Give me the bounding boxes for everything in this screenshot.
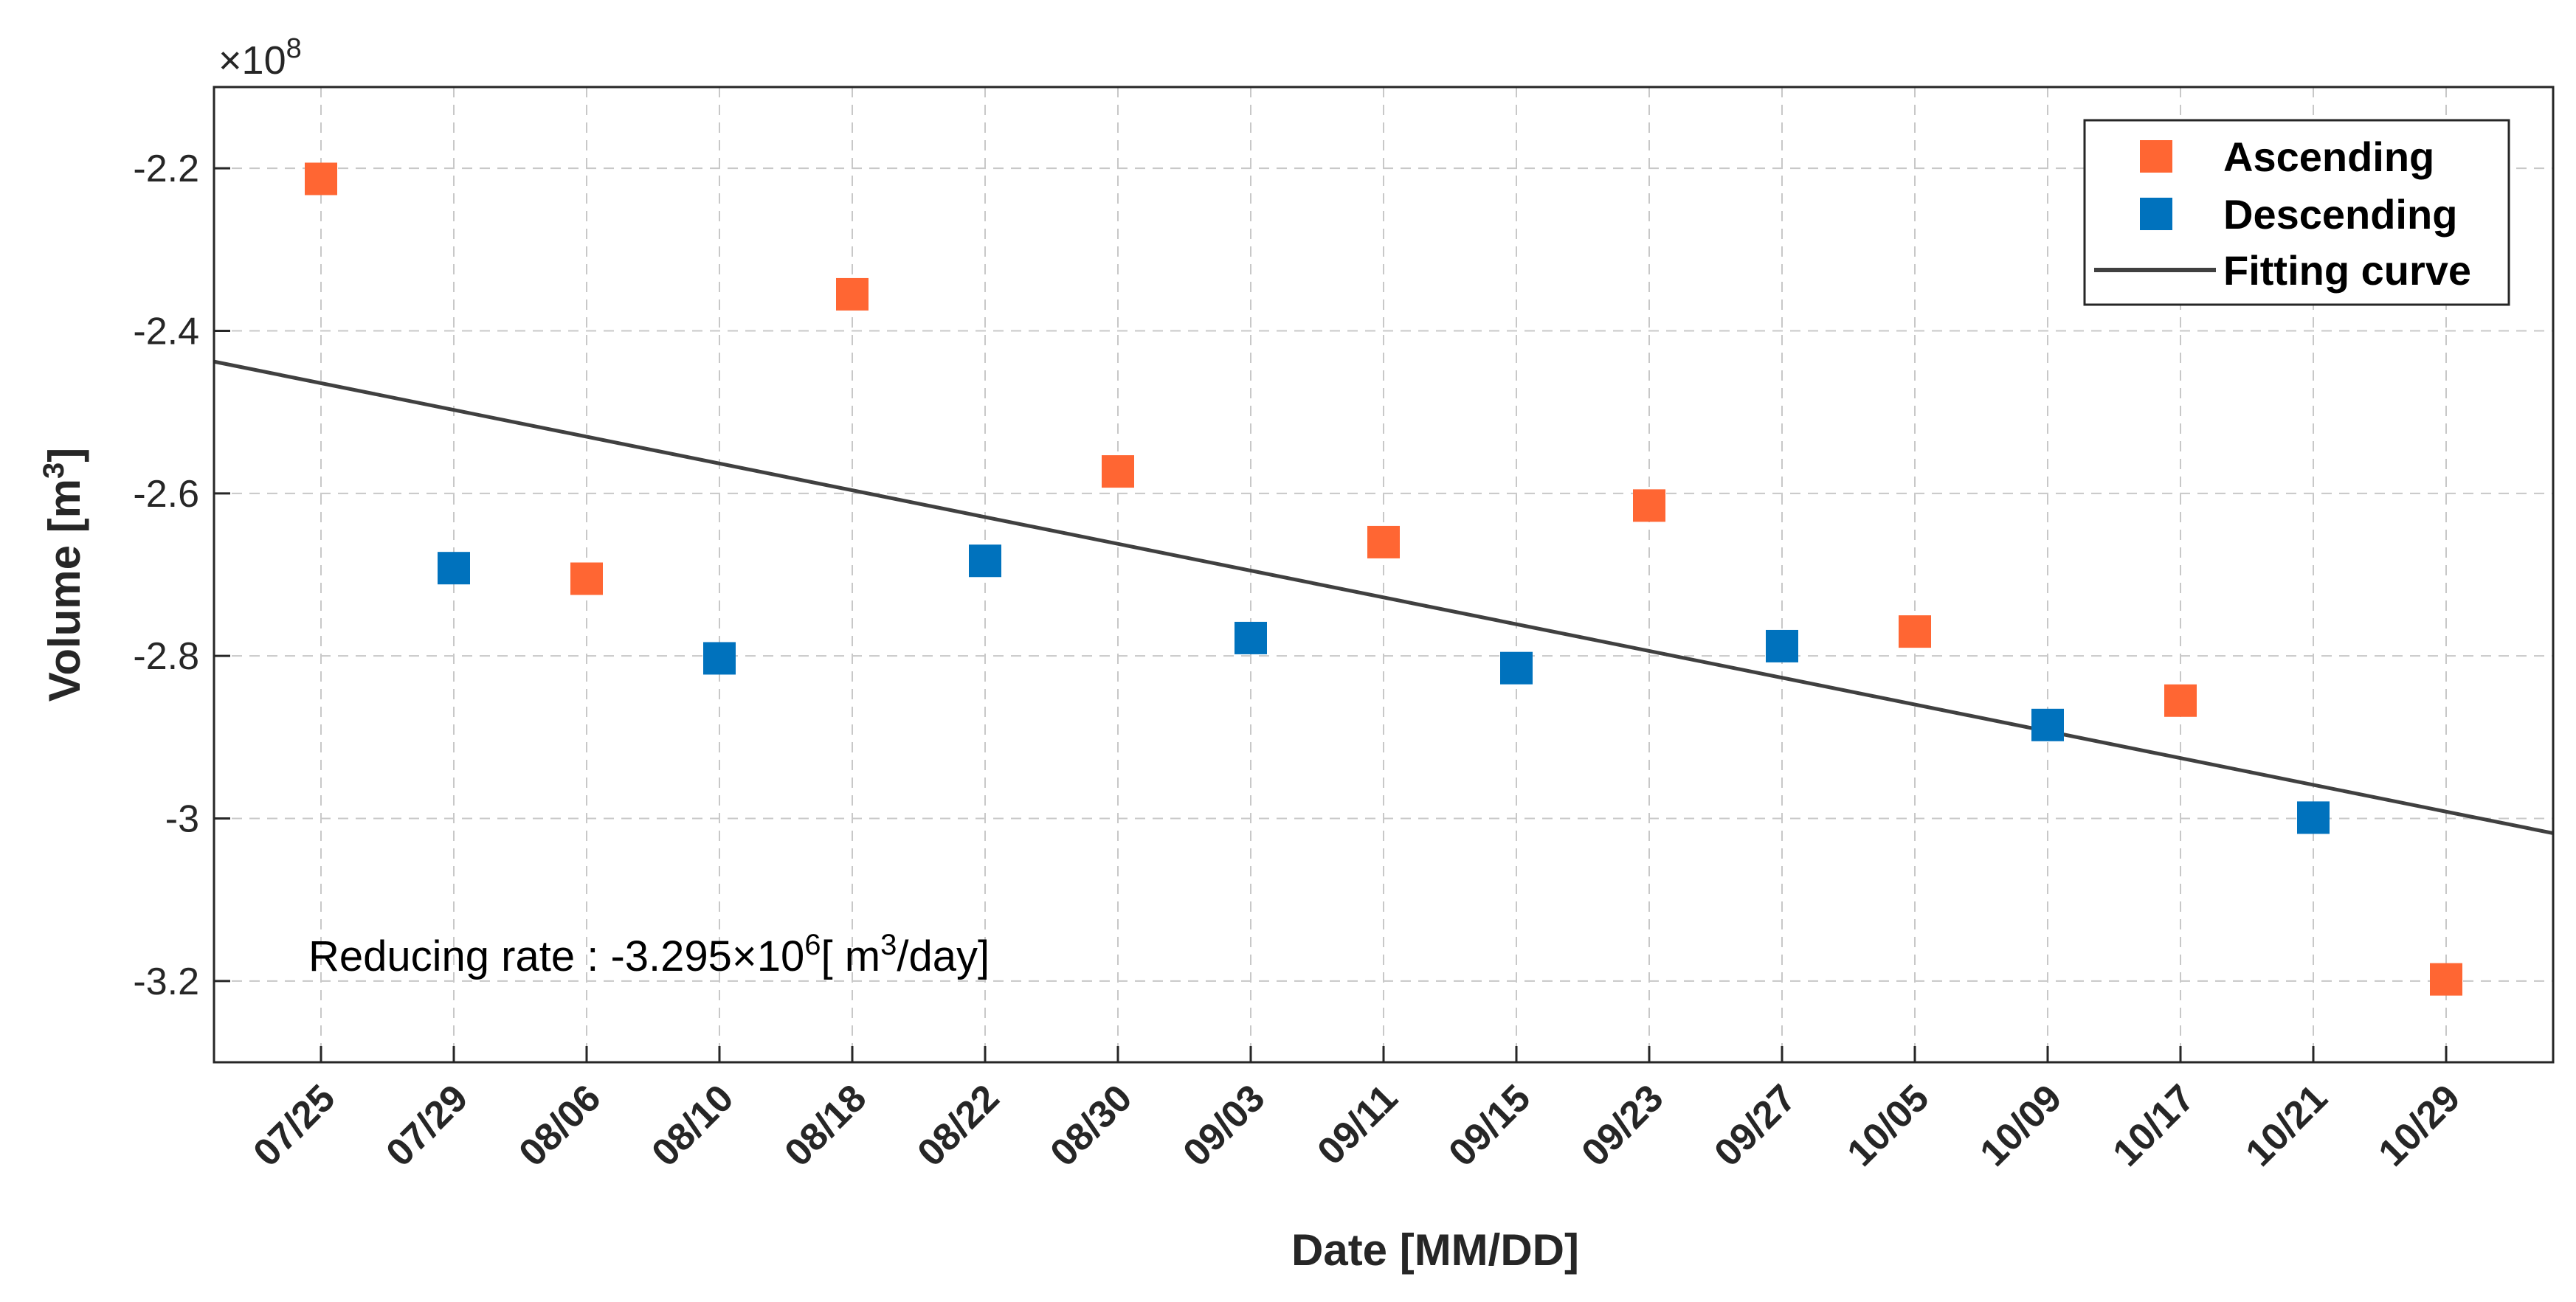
- data-points-layer: [305, 162, 2462, 996]
- fit-line-layer: [214, 359, 2553, 835]
- descending-point: [2297, 801, 2330, 834]
- x-axis-label: Date [MM/DD]: [1291, 1225, 1579, 1275]
- legend: Ascending Descending Fitting curve: [2083, 119, 2510, 306]
- legend-marker-descending: [2140, 198, 2172, 230]
- ascending-point: [570, 562, 603, 595]
- y-tick-label: -2.2: [133, 148, 199, 190]
- y-ticks: -2.2 -2.4 -2.6 -2.8 -3 -3.2: [133, 148, 230, 1003]
- exponent-prefix: ×10: [218, 38, 286, 83]
- x-tick-label: 08/22: [909, 1076, 1007, 1174]
- x-tick-label: 09/15: [1440, 1076, 1539, 1174]
- reducing-rate-annotation: Reducing rate : -3.295×106[ m3/day]: [308, 929, 990, 980]
- x-tick-label: 07/29: [378, 1076, 476, 1174]
- y-tick-label: -2.6: [133, 473, 199, 516]
- y-axis-label-text: Volume [m: [40, 479, 89, 702]
- ascending-point: [1102, 455, 1134, 488]
- x-tick-label: 10/21: [2237, 1076, 2335, 1174]
- legend-label-descending: Descending: [2223, 191, 2457, 238]
- ascending-point: [1899, 615, 1931, 648]
- descending-point: [969, 544, 1001, 578]
- x-tick-label: 07/25: [245, 1076, 343, 1174]
- legend-label-fitting-curve: Fitting curve: [2223, 247, 2471, 294]
- x-tick-label: 10/09: [1972, 1076, 2070, 1174]
- descending-point: [1235, 621, 1267, 654]
- annotation-unit-power: 3: [880, 929, 897, 961]
- descending-point: [1766, 629, 1798, 662]
- descending-point: [2031, 708, 2064, 741]
- y-exponent-label: ×108: [218, 33, 302, 83]
- legend-marker-ascending: [2140, 140, 2172, 173]
- fitting-curve-line: [214, 359, 2553, 835]
- y-tick-label: -3.2: [133, 960, 199, 1003]
- descending-point: [703, 642, 736, 675]
- x-tick-label: 10/29: [2370, 1076, 2468, 1174]
- annotation-power: 6: [804, 929, 821, 961]
- y-axis-label-sup: 3: [38, 463, 70, 479]
- x-tick-label: 08/10: [643, 1076, 742, 1174]
- x-tick-label: 08/06: [511, 1076, 609, 1174]
- ascending-point: [2164, 684, 2197, 717]
- annotation-prefix: Reducing rate : -3.295×10: [308, 932, 804, 980]
- x-ticks: 07/25 07/29 08/06 08/10 08/18 08/22 08/30 09/03…: [245, 1046, 2468, 1175]
- x-tick-label: 09/11: [1309, 1076, 1406, 1173]
- x-tick-label: 09/27: [1706, 1076, 1804, 1174]
- annotation-unit-close: /day]: [897, 932, 990, 980]
- ascending-point: [305, 162, 337, 195]
- x-tick-label: 08/30: [1042, 1076, 1140, 1174]
- x-tick-label: 09/03: [1175, 1076, 1273, 1174]
- y-tick-label: -2.8: [133, 635, 199, 678]
- x-tick-label: 10/05: [1839, 1076, 1937, 1174]
- legend-label-ascending: Ascending: [2223, 134, 2434, 180]
- ascending-point: [1367, 525, 1400, 558]
- y-tick-label: -2.4: [133, 311, 199, 353]
- ascending-point: [2430, 963, 2462, 996]
- exponent-power: 8: [286, 33, 302, 64]
- x-tick-label: 08/18: [776, 1076, 874, 1174]
- annotation-unit-open: [ m: [821, 932, 881, 980]
- descending-point: [1500, 651, 1533, 685]
- y-tick-label: -3: [165, 798, 199, 841]
- y-axis-label: Volume [m3]: [38, 448, 89, 702]
- ascending-point: [1633, 489, 1665, 522]
- x-tick-label: 10/17: [2104, 1076, 2203, 1174]
- x-tick-label: 09/23: [1573, 1076, 1671, 1174]
- ascending-point: [836, 277, 869, 311]
- descending-point: [438, 552, 470, 585]
- y-axis-label-close: ]: [40, 448, 89, 463]
